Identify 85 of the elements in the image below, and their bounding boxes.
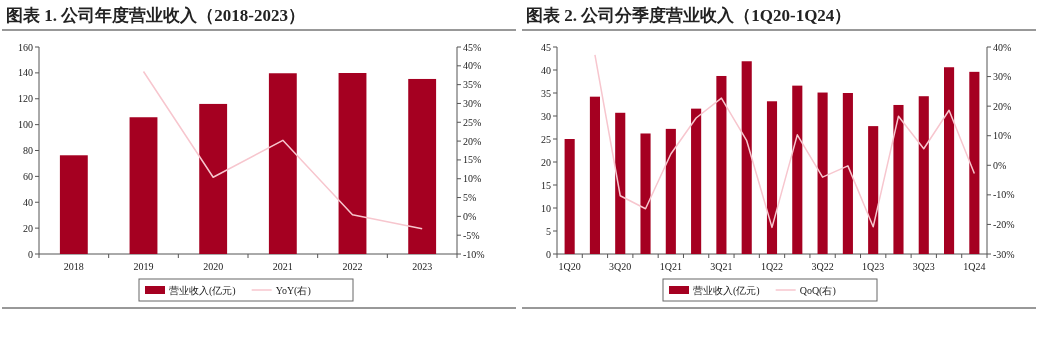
y-tick-label: 140 — [18, 67, 33, 79]
y-tick-label: 40 — [23, 196, 33, 208]
bar — [129, 117, 158, 254]
bar — [199, 103, 228, 254]
y-tick-label: 15 — [541, 179, 551, 191]
y2-tick-label: 40% — [463, 60, 482, 72]
y2-tick-label: 20% — [463, 135, 482, 147]
y-tick-label: 10 — [541, 202, 551, 214]
x-tick-label: 1Q21 — [659, 261, 682, 272]
y2-tick-label: 40% — [993, 41, 1012, 53]
legend-label: 营业收入(亿元) — [693, 285, 760, 297]
y-tick-label: 40 — [541, 64, 551, 76]
y-tick-label: 25 — [541, 133, 551, 145]
y-tick-label: 120 — [18, 93, 33, 105]
bar — [408, 78, 437, 254]
y2-tick-label: 45% — [463, 41, 482, 53]
y2-tick-label: 30% — [463, 97, 482, 109]
line-series — [594, 54, 976, 229]
bar — [268, 73, 297, 254]
y-tick-label: 160 — [18, 41, 33, 53]
y2-tick-label: 25% — [463, 116, 482, 128]
bar — [716, 75, 727, 254]
bar — [59, 155, 88, 254]
legend-label: YoY(右) — [275, 285, 311, 297]
bar — [817, 92, 828, 254]
y2-tick-label: -20% — [993, 218, 1015, 230]
chart-title: 图表 1. 公司年度营业收入（2018-2023） — [6, 6, 305, 25]
x-tick-label: 2021 — [272, 261, 293, 272]
y2-tick-label: 35% — [463, 79, 482, 91]
y2-tick-label: 0% — [463, 210, 477, 222]
line-series — [142, 70, 423, 230]
bar — [589, 96, 600, 254]
x-tick-label: 1Q24 — [963, 261, 986, 272]
x-tick-label: 3Q22 — [811, 261, 834, 272]
y-tick-label: 60 — [23, 170, 33, 182]
bar — [969, 71, 980, 254]
bar — [564, 139, 575, 254]
x-tick-label: 3Q20 — [609, 261, 632, 272]
y-tick-label: 100 — [18, 119, 33, 131]
y2-tick-label: -10% — [463, 248, 485, 260]
bar — [868, 126, 879, 254]
y2-tick-label: 10% — [463, 173, 482, 185]
y2-tick-label: 10% — [993, 130, 1012, 142]
chart-title: 图表 2. 公司分季度营业收入（1Q20-1Q24） — [526, 6, 852, 25]
y-tick-label: 45 — [541, 41, 551, 53]
y-tick-label: 0 — [28, 248, 33, 260]
y-tick-label: 0 — [546, 248, 551, 260]
x-tick-label: 2018 — [63, 261, 84, 272]
bar — [615, 112, 626, 254]
bar — [691, 108, 702, 254]
y2-tick-label: 20% — [993, 100, 1012, 112]
bar — [640, 133, 651, 254]
x-tick-label: 2019 — [133, 261, 154, 272]
bar — [766, 101, 778, 254]
x-tick-label: 1Q22 — [760, 261, 784, 272]
y-tick-label: 20 — [541, 156, 551, 168]
y2-tick-label: -10% — [993, 189, 1015, 201]
x-tick-label: 3Q21 — [710, 261, 733, 272]
y-tick-label: 35 — [541, 87, 551, 99]
x-tick-label: 2022 — [342, 261, 363, 272]
y2-tick-label: 15% — [463, 154, 482, 166]
y2-tick-label: 0% — [993, 159, 1007, 171]
x-tick-label: 3Q23 — [912, 261, 935, 272]
legend-label: 营业收入(亿元) — [169, 285, 236, 297]
bar — [665, 128, 676, 254]
bar — [918, 96, 929, 254]
y-tick-label: 5 — [546, 225, 551, 237]
y-tick-label: 30 — [541, 110, 551, 122]
bar — [338, 73, 367, 254]
bar — [893, 104, 904, 254]
bar — [842, 93, 853, 254]
legend-label: QoQ(右) — [799, 285, 836, 297]
y2-tick-label: 30% — [993, 71, 1012, 83]
bar — [792, 85, 803, 254]
x-tick-label: 2023 — [412, 261, 433, 272]
y-tick-label: 20 — [23, 222, 33, 234]
y-tick-label: 80 — [23, 145, 33, 156]
x-tick-label: 1Q23 — [862, 261, 885, 272]
bar — [944, 67, 955, 254]
y2-tick-label: 5% — [463, 192, 477, 204]
y2-tick-label: -30% — [993, 248, 1015, 260]
bar — [741, 61, 752, 254]
x-tick-label: 2020 — [203, 261, 224, 272]
x-tick-label: 1Q20 — [558, 261, 581, 272]
y2-tick-label: -5% — [463, 229, 480, 241]
